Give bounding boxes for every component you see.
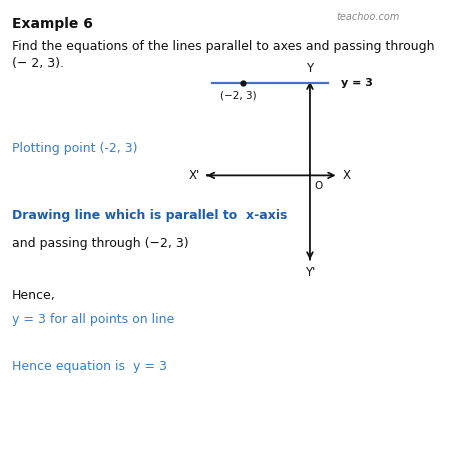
Text: Plotting point (-2, 3): Plotting point (-2, 3) bbox=[12, 142, 138, 155]
Text: teachoo.com: teachoo.com bbox=[336, 12, 400, 22]
Text: O: O bbox=[315, 181, 323, 191]
Text: and passing through (−2, 3): and passing through (−2, 3) bbox=[12, 237, 189, 250]
Text: y = 3: y = 3 bbox=[340, 78, 373, 89]
Text: Hence,: Hence, bbox=[12, 289, 56, 302]
Text: Find the equations of the lines parallel to axes and passing through
(− 2, 3).: Find the equations of the lines parallel… bbox=[12, 40, 435, 70]
Text: X': X' bbox=[189, 169, 200, 182]
Text: Drawing line which is parallel to  x-axis: Drawing line which is parallel to x-axis bbox=[12, 209, 288, 221]
Text: X: X bbox=[343, 169, 351, 182]
Text: Example 6: Example 6 bbox=[12, 17, 93, 31]
Text: Y': Y' bbox=[305, 266, 315, 279]
Text: (−2, 3): (−2, 3) bbox=[220, 91, 257, 100]
Text: Hence equation is  y = 3: Hence equation is y = 3 bbox=[12, 360, 167, 373]
Text: Y: Y bbox=[306, 62, 313, 75]
Text: y = 3 for all points on line: y = 3 for all points on line bbox=[12, 313, 174, 326]
